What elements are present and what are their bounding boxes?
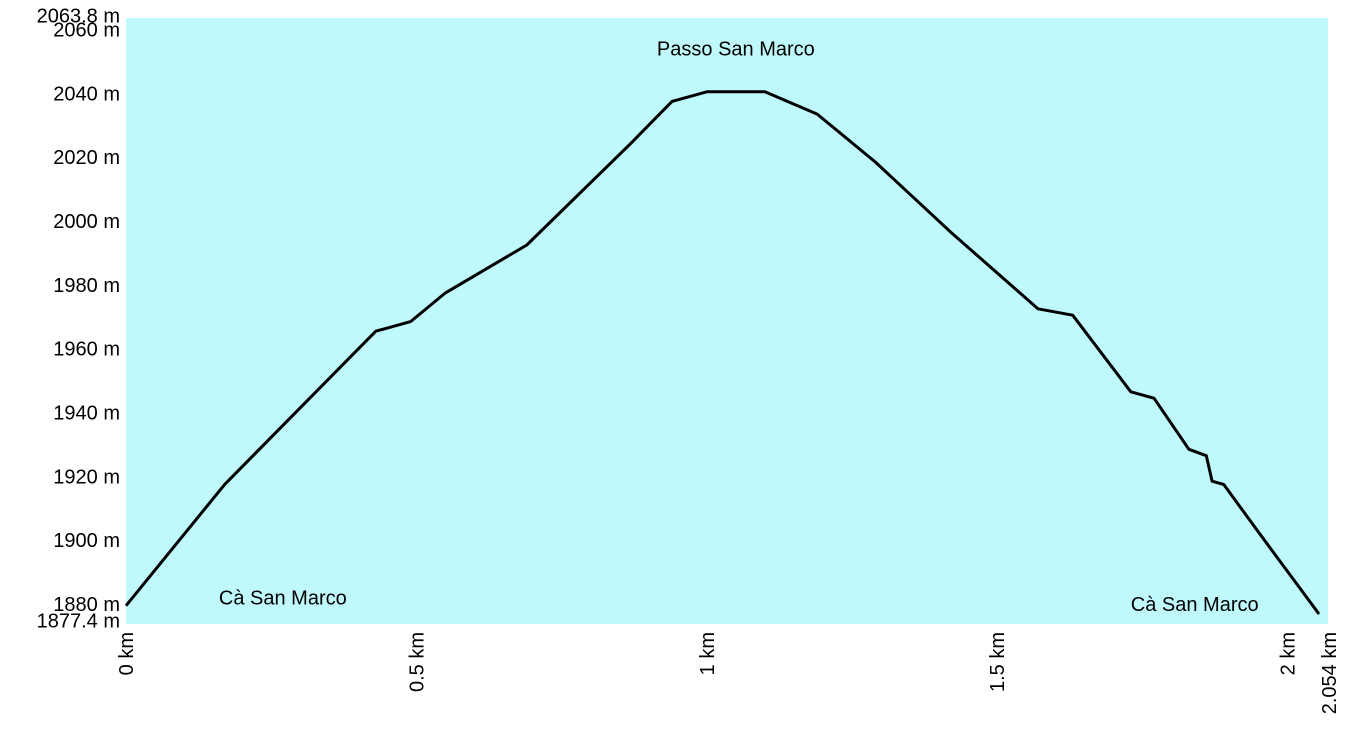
place-label: Cà San Marco <box>219 588 347 610</box>
y-tick-label: 1980 m <box>53 275 120 297</box>
plot-area <box>126 18 1328 624</box>
place-label: Cà San Marco <box>1131 594 1259 616</box>
x-tick-label: 0 km <box>116 632 138 675</box>
y-tick-label: 1880 m <box>53 594 120 616</box>
annotations: Passo San Marco Cà San Marco Cà San Marco <box>219 39 1259 616</box>
place-label: Passo San Marco <box>657 39 815 61</box>
x-tick-label: 1.5 km <box>987 632 1009 692</box>
x-tick-label: 1 km <box>697 632 719 675</box>
y-tick-label: 1877.4 m <box>37 610 120 632</box>
x-tick-label: 2.054 km <box>1319 632 1341 714</box>
y-tick-label: 1960 m <box>53 339 120 361</box>
y-tick-label: 2060 m <box>53 19 120 41</box>
x-tick-label: 2 km <box>1278 632 1300 675</box>
y-tick-label: 1920 m <box>53 466 120 488</box>
y-tick-label: 2000 m <box>53 211 120 233</box>
y-tick-label: 1940 m <box>53 402 120 424</box>
y-tick-label: 2063.8 m <box>37 5 120 27</box>
x-axis: 0 km 0.5 km 1 km 1.5 km 2 km 2.054 km <box>116 632 1341 714</box>
elevation-line <box>124 90 1321 615</box>
x-tick-label: 0.5 km <box>406 632 428 692</box>
y-tick-label: 1900 m <box>53 530 120 552</box>
y-tick-label: 2020 m <box>53 147 120 169</box>
y-tick-label: 2040 m <box>53 83 120 105</box>
